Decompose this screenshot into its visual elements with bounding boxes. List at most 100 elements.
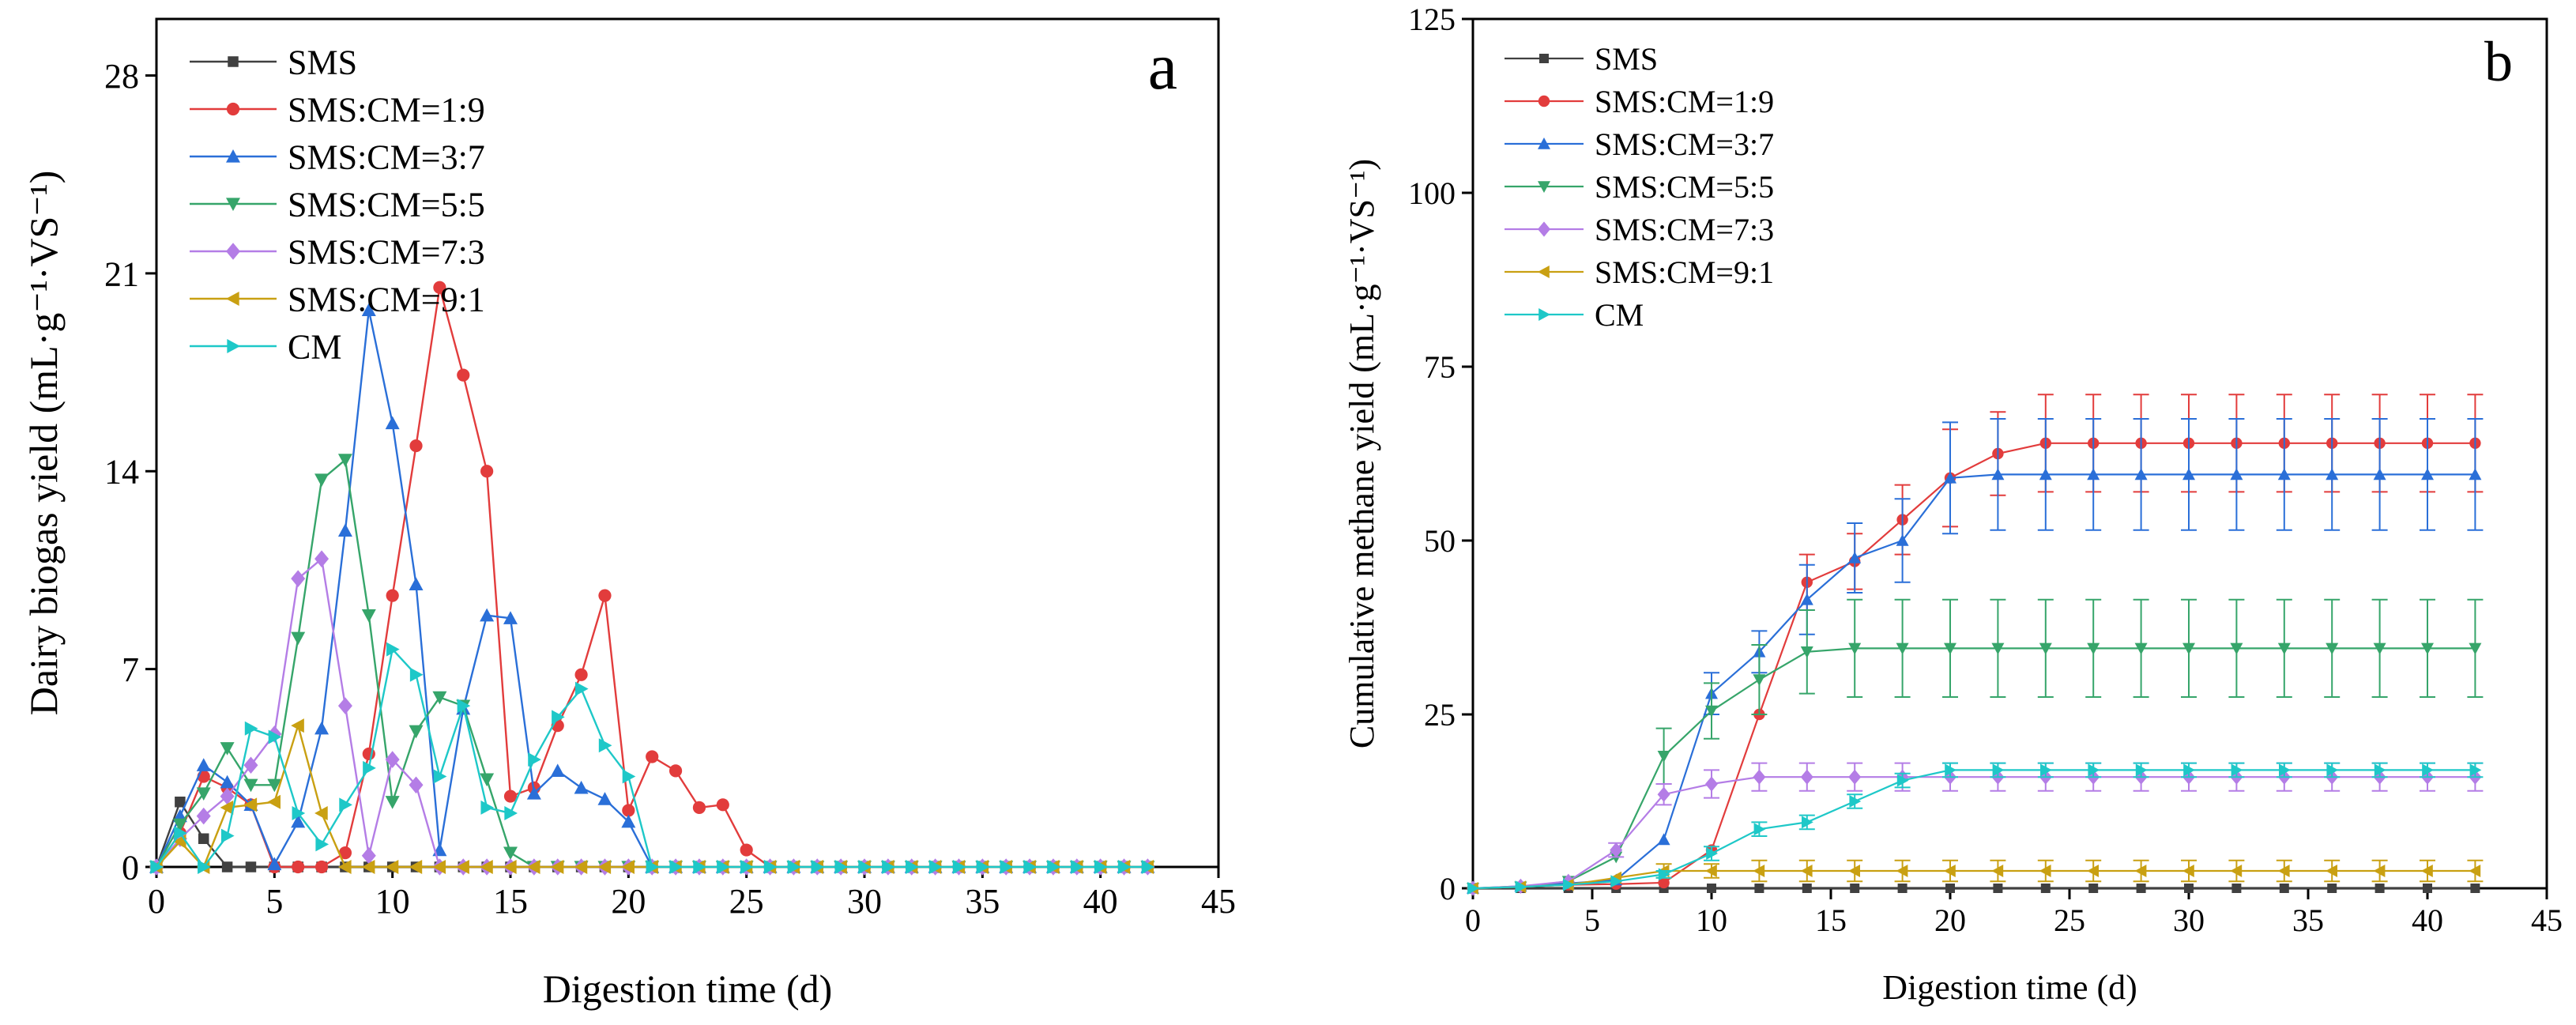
- x-tick-label: 45: [2531, 903, 2563, 938]
- data-point: [1705, 705, 1718, 718]
- data-point: [716, 798, 729, 812]
- legend-marker: [227, 339, 240, 353]
- x-tick-label: 30: [2173, 903, 2205, 938]
- data-point: [787, 860, 801, 874]
- x-tick-label: 40: [2412, 903, 2443, 938]
- data-point: [1991, 468, 2005, 480]
- data-point: [1467, 882, 1479, 895]
- legend-item-sms-cm-3-7: SMS:CM=3:7: [1505, 126, 1774, 162]
- data-point: [337, 860, 352, 874]
- series-cm: [1467, 762, 2484, 895]
- data-point: [174, 826, 187, 841]
- series-line: [1472, 776, 2476, 890]
- data-point: [1800, 769, 1813, 785]
- data-point: [1071, 860, 1084, 874]
- data-point: [386, 589, 399, 602]
- data-point: [220, 828, 235, 843]
- legend-label: SMS:CM=5:5: [288, 185, 485, 224]
- data-point: [337, 523, 352, 537]
- data-point: [693, 860, 706, 874]
- data-point: [2327, 884, 2337, 893]
- data-point: [1896, 643, 1909, 655]
- data-point: [338, 846, 352, 860]
- data-point: [456, 860, 469, 874]
- panel-label: a: [1148, 30, 1177, 104]
- data-point: [646, 860, 660, 874]
- data-point: [457, 699, 471, 714]
- data-point: [409, 725, 424, 739]
- data-point: [2373, 865, 2386, 877]
- legend-marker: [226, 292, 239, 306]
- data-point: [243, 797, 258, 812]
- x-tick-label: 0: [148, 882, 165, 921]
- data-point: [1610, 875, 1623, 888]
- data-point: [1657, 833, 1670, 846]
- data-point: [1658, 868, 1670, 881]
- data-point: [2135, 763, 2148, 777]
- legend-item-sms: SMS: [190, 43, 357, 81]
- data-point: [552, 710, 565, 725]
- data-point: [2423, 884, 2432, 893]
- x-tick-label: 10: [1696, 903, 1727, 938]
- data-point: [503, 846, 518, 861]
- data-point: [2039, 865, 2051, 877]
- data-point: [621, 860, 635, 874]
- y-tick-label: 7: [122, 650, 139, 689]
- x-tick-label: 25: [2054, 903, 2085, 938]
- x-axis-title: Digestion time (d): [1882, 968, 2137, 1007]
- data-point: [1848, 552, 1862, 563]
- legend-label: SMS:CM=5:5: [1595, 169, 1774, 205]
- data-point: [1897, 884, 1908, 893]
- data-point: [2182, 865, 2194, 877]
- data-point: [1515, 880, 1527, 894]
- data-point: [598, 589, 612, 602]
- data-point: [1944, 471, 1956, 484]
- data-point: [220, 774, 235, 789]
- data-point: [1802, 816, 1813, 829]
- data-point: [2134, 865, 2147, 877]
- data-point: [2279, 884, 2289, 893]
- legend-item-sms-cm-9-1: SMS:CM=9:1: [1505, 254, 1774, 290]
- legend-item-sms-cm-5-5: SMS:CM=5:5: [190, 185, 485, 224]
- data-point: [1094, 860, 1108, 874]
- data-point: [244, 721, 258, 736]
- data-point: [314, 860, 329, 874]
- data-point: [1848, 643, 1862, 655]
- data-point: [668, 764, 683, 778]
- data-point: [763, 860, 778, 874]
- legend-item-sms: SMS: [1505, 41, 1658, 77]
- data-point: [2373, 643, 2386, 655]
- data-point: [196, 758, 211, 771]
- legend-marker: [1538, 221, 1550, 237]
- data-point: [267, 857, 282, 871]
- data-point: [386, 642, 400, 657]
- data-point: [2421, 865, 2433, 877]
- data-point: [267, 778, 282, 793]
- data-point: [740, 860, 754, 874]
- legend-label: SMS:CM=7:3: [1595, 212, 1774, 247]
- data-point: [2375, 884, 2385, 893]
- panel-a: 0 5 10 15 20 25 30 35 40 45 0 7 14 21 28 Digestion time…: [21, 17, 1236, 1011]
- data-point: [1141, 860, 1155, 874]
- data-point: [457, 368, 470, 382]
- data-point: [196, 807, 211, 825]
- data-point: [1753, 674, 1766, 686]
- data-point: [2279, 763, 2291, 777]
- data-point: [196, 787, 211, 801]
- x-tick-label: 20: [1934, 903, 1966, 938]
- legend-marker: [226, 102, 240, 116]
- data-point: [2469, 865, 2481, 877]
- data-point: [1753, 865, 1765, 877]
- data-point: [221, 861, 233, 872]
- data-point: [409, 667, 424, 682]
- data-point: [1944, 643, 1956, 655]
- x-tick-label: 20: [611, 882, 646, 921]
- data-point: [361, 609, 376, 623]
- data-point: [1800, 865, 1813, 877]
- data-point: [2230, 865, 2243, 877]
- data-point: [268, 729, 282, 744]
- data-point: [2231, 884, 2242, 893]
- legend-marker: [1538, 266, 1550, 278]
- legend-marker: [228, 56, 239, 67]
